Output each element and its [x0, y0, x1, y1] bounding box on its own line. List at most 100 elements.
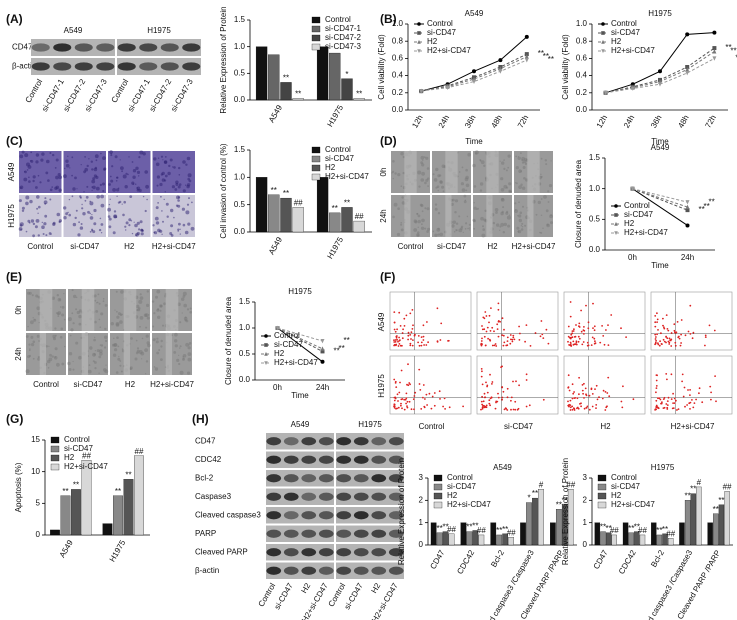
- texture: [518, 201, 520, 203]
- texture: [118, 355, 120, 358]
- event-dot: [486, 391, 489, 394]
- event-dot: [571, 336, 574, 339]
- texture: [508, 189, 512, 193]
- x-tick-label: 12h: [410, 114, 424, 130]
- texture: [144, 348, 149, 352]
- texture: [104, 339, 108, 343]
- event-dot: [403, 408, 406, 411]
- event-dot: [491, 344, 494, 347]
- blot-band: [283, 566, 299, 575]
- event-dot: [400, 369, 403, 372]
- event-dot: [678, 335, 680, 338]
- event-dot: [394, 397, 397, 400]
- panel-label: (F): [380, 270, 395, 284]
- y-tick-label: 0.0: [589, 245, 601, 254]
- event-dot: [655, 336, 657, 338]
- x-tick-label: CDC42: [617, 548, 638, 576]
- event-dot: [494, 407, 497, 410]
- legend-label: si-CD47-2: [325, 33, 362, 42]
- blot-band: [266, 455, 282, 464]
- significance: **: [730, 47, 736, 56]
- x-tick-label: 36h: [463, 114, 477, 130]
- texture: [463, 200, 467, 204]
- event-dot: [680, 319, 683, 321]
- event-dot: [397, 340, 399, 343]
- texture: [421, 163, 425, 167]
- significance: **: [538, 49, 544, 58]
- texture: [424, 207, 427, 210]
- y-tick-label: 0: [36, 530, 41, 539]
- texture: [163, 198, 165, 201]
- event-dot: [481, 337, 483, 340]
- texture: [102, 298, 105, 300]
- texture: [417, 170, 422, 175]
- texture: [517, 230, 520, 233]
- point: [685, 223, 690, 228]
- texture: [420, 178, 425, 182]
- texture: [162, 159, 164, 161]
- texture: [102, 156, 106, 161]
- event-dot: [672, 407, 675, 409]
- texture: [508, 182, 512, 186]
- texture: [154, 367, 159, 371]
- texture: [68, 213, 71, 217]
- texture: [182, 189, 186, 193]
- event-dot: [687, 330, 690, 333]
- event-dot: [667, 396, 670, 399]
- significance: **: [344, 336, 350, 345]
- blot-band: [96, 43, 115, 52]
- event-dot: [704, 336, 707, 338]
- event-dot: [442, 405, 444, 408]
- event-dot: [673, 402, 676, 404]
- texture: [169, 158, 173, 162]
- legend-label: Control: [611, 19, 637, 28]
- blot-strip: [266, 562, 334, 579]
- event-dot: [480, 408, 482, 411]
- column-label: Control: [398, 242, 424, 251]
- event-dot: [603, 343, 606, 346]
- significance: **: [437, 524, 443, 533]
- point: [658, 82, 662, 87]
- legend-swatch: [597, 501, 607, 509]
- event-dot: [397, 400, 399, 402]
- y-tick-label: 1.5: [589, 153, 601, 162]
- event-dot: [396, 328, 398, 331]
- x-tick-label: CD47: [428, 548, 446, 571]
- significance: **: [339, 344, 345, 353]
- texture: [186, 203, 190, 206]
- event-dot: [480, 368, 483, 370]
- y-tick-label: 0.5: [589, 214, 601, 223]
- point: [712, 49, 717, 54]
- event-dot: [666, 337, 669, 340]
- event-dot: [666, 406, 669, 409]
- event-dot: [411, 344, 414, 347]
- event-dot: [501, 398, 503, 401]
- event-dot: [504, 407, 507, 409]
- event-dot: [591, 393, 594, 395]
- event-dot: [581, 343, 584, 346]
- event-dot: [693, 402, 696, 404]
- event-dot: [480, 340, 483, 342]
- event-dot: [669, 339, 672, 342]
- point: [524, 52, 529, 57]
- texture: [550, 221, 553, 225]
- bar: [690, 493, 696, 546]
- wound-gap: [527, 195, 534, 237]
- texture: [163, 302, 167, 306]
- event-dot: [501, 317, 504, 320]
- texture: [100, 223, 104, 226]
- texture: [35, 294, 39, 298]
- texture: [461, 166, 464, 169]
- texture: [139, 220, 143, 224]
- blot-band: [301, 437, 317, 446]
- texture: [49, 152, 52, 154]
- event-dot: [607, 324, 609, 326]
- legend-swatch: [311, 16, 321, 24]
- micrograph: [18, 194, 63, 238]
- texture: [421, 223, 423, 226]
- column-label: Control: [419, 422, 445, 431]
- legend-label: H2+si-CD47: [447, 500, 491, 509]
- significance: **: [634, 523, 640, 532]
- texture: [98, 372, 100, 374]
- texture: [43, 222, 47, 226]
